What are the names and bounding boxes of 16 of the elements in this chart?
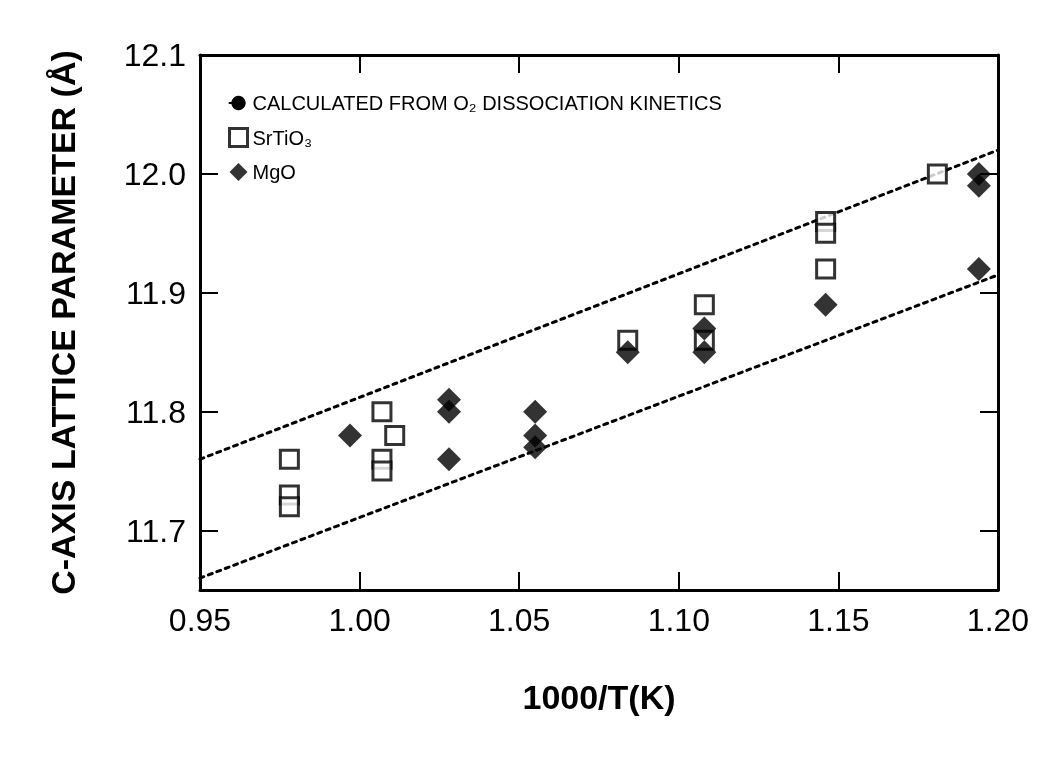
x-tick-label: 1.05 bbox=[488, 602, 551, 638]
legend-label: CALCULATED FROM O₂ DISSOCIATION KINETICS bbox=[252, 92, 722, 114]
y-tick-label: 12.0 bbox=[123, 155, 186, 192]
y-tick-label: 11.8 bbox=[126, 393, 186, 430]
y-tick-label: 12.1 bbox=[123, 37, 186, 73]
x-tick-label: 1.00 bbox=[328, 602, 391, 638]
y-tick-label: 11.7 bbox=[126, 512, 186, 549]
x-axis-title: 1000/T(K) bbox=[522, 678, 676, 716]
legend-label: SrTiO₃ bbox=[252, 126, 313, 149]
y-tick-label: 11.9 bbox=[126, 274, 186, 311]
x-tick-label: 1.10 bbox=[647, 602, 710, 638]
y-axis-title: C-AXIS LATTICE PARAMETER (Å) bbox=[44, 50, 82, 595]
x-tick-label: 0.95 bbox=[168, 602, 232, 638]
x-tick-label: 1.20 bbox=[966, 602, 1030, 638]
x-tick-label: 1.15 bbox=[807, 602, 870, 638]
legend-label: MgO bbox=[252, 161, 296, 183]
